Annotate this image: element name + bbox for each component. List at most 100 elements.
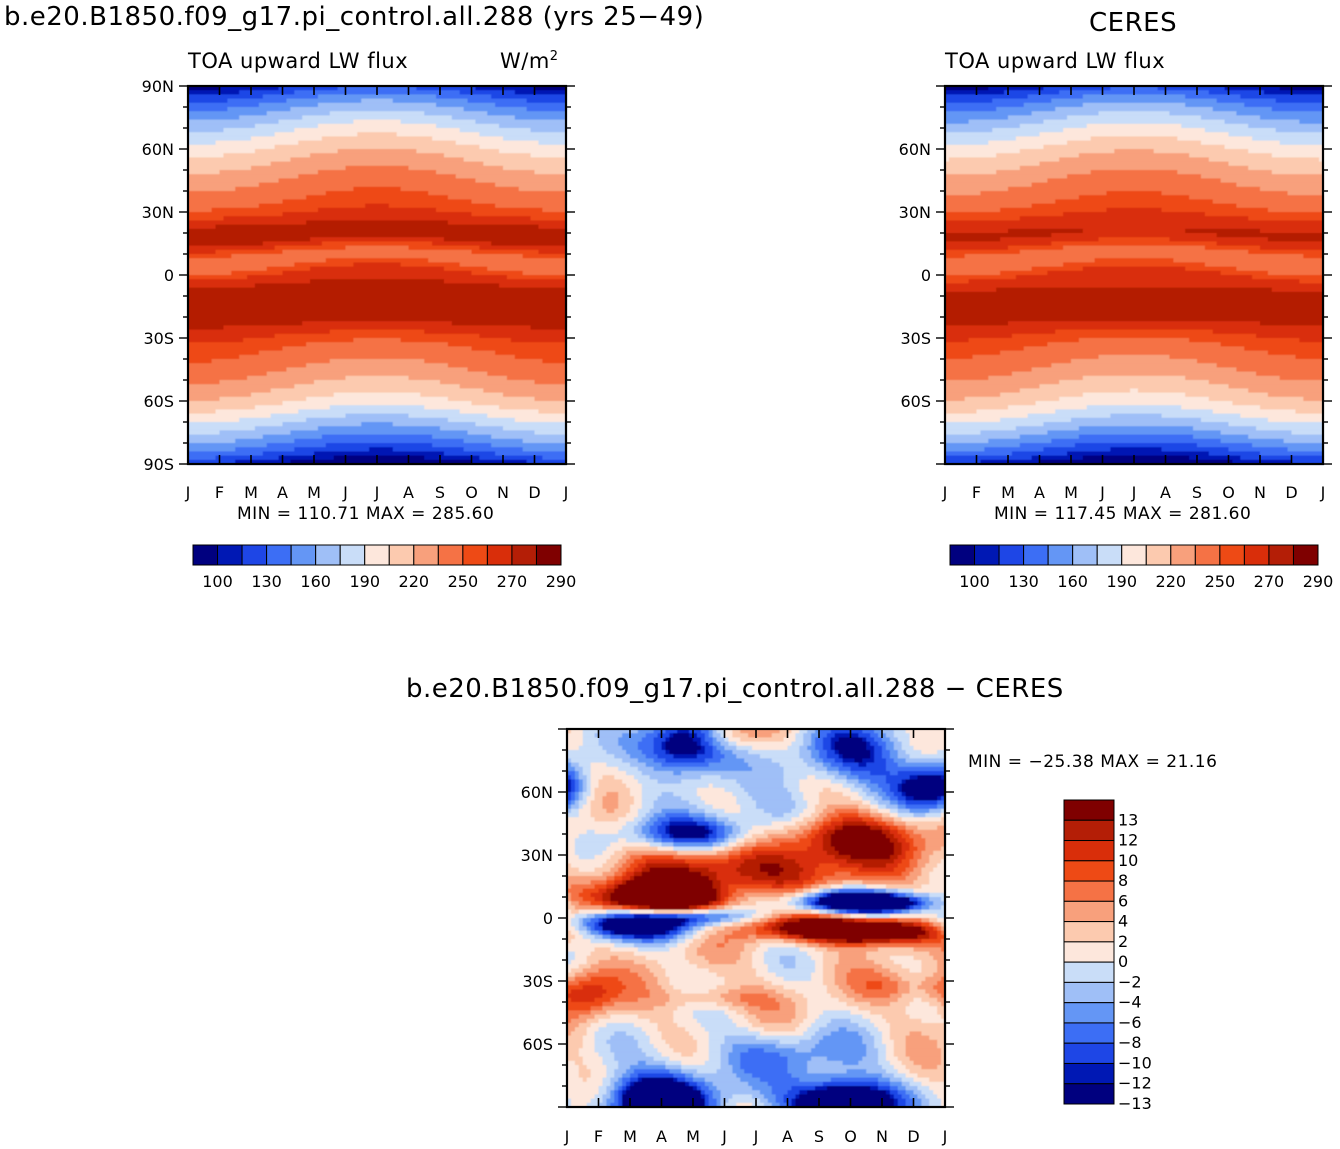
difference-cell bbox=[657, 981, 670, 986]
ceres-cell bbox=[945, 249, 1021, 255]
ceres-cell bbox=[1106, 207, 1163, 213]
difference-cell bbox=[803, 817, 816, 822]
model-cell bbox=[258, 203, 366, 209]
difference-cell bbox=[929, 855, 946, 860]
model-cell bbox=[188, 325, 225, 331]
difference-cell bbox=[693, 1086, 698, 1091]
difference-cell bbox=[567, 1052, 580, 1058]
difference-cell bbox=[716, 888, 722, 894]
difference-cell bbox=[874, 750, 883, 755]
ceres-cell bbox=[1157, 86, 1226, 91]
difference-cell bbox=[752, 922, 765, 927]
difference-cell bbox=[779, 762, 808, 768]
difference-plot-title: b.e20.B1850.f09_g17.pi_control.all.288 −… bbox=[406, 674, 1064, 704]
difference-cell bbox=[586, 796, 596, 801]
difference-cell bbox=[787, 1090, 800, 1095]
model-cell bbox=[262, 94, 319, 100]
model-cell bbox=[219, 170, 319, 175]
difference-cell bbox=[740, 901, 757, 906]
ceres-cell bbox=[996, 153, 1080, 158]
difference-cell bbox=[618, 1065, 631, 1070]
difference-cell bbox=[878, 1027, 891, 1032]
difference-cell bbox=[720, 1060, 730, 1066]
model-cell bbox=[188, 359, 213, 364]
difference-cell bbox=[704, 1102, 710, 1108]
difference-cell bbox=[874, 758, 887, 764]
difference-cell bbox=[842, 817, 863, 822]
ceres-cell bbox=[945, 430, 982, 436]
difference-cell bbox=[905, 825, 919, 831]
difference-cell bbox=[811, 829, 820, 835]
difference-cell bbox=[933, 1090, 946, 1095]
difference-cell bbox=[862, 796, 875, 801]
model-cell bbox=[294, 262, 354, 268]
difference-cell bbox=[677, 943, 690, 948]
ceres-colorbar-label: 290 bbox=[1303, 572, 1334, 591]
difference-cell bbox=[614, 1056, 655, 1062]
difference-cell bbox=[582, 766, 592, 772]
difference-cell bbox=[590, 880, 607, 885]
difference-cell bbox=[740, 783, 785, 789]
model-cell bbox=[188, 333, 276, 339]
difference-cell bbox=[681, 989, 710, 995]
difference-cell bbox=[637, 741, 655, 747]
difference-cell bbox=[578, 775, 588, 780]
model-cell bbox=[314, 380, 441, 385]
difference-cell bbox=[645, 1031, 663, 1037]
ceres-cell bbox=[945, 384, 1041, 389]
difference-cell bbox=[606, 1102, 611, 1108]
difference-cell bbox=[905, 855, 915, 860]
difference-cell bbox=[748, 934, 757, 940]
difference-cell bbox=[819, 796, 852, 801]
difference-cell bbox=[630, 754, 647, 759]
difference-cell bbox=[921, 1098, 930, 1104]
model-cell bbox=[314, 451, 445, 457]
difference-cell bbox=[862, 1039, 875, 1045]
difference-cell bbox=[657, 1048, 674, 1053]
model-cell bbox=[302, 321, 453, 326]
difference-cell bbox=[641, 871, 702, 877]
difference-cell bbox=[720, 1102, 726, 1108]
model-cell bbox=[254, 283, 500, 289]
model-cell bbox=[262, 434, 323, 440]
difference-cell bbox=[567, 1023, 580, 1028]
difference-cell bbox=[574, 951, 592, 957]
difference-cell bbox=[606, 1090, 611, 1095]
difference-cell bbox=[618, 804, 631, 810]
difference-cell bbox=[941, 1002, 946, 1007]
difference-cell bbox=[882, 825, 891, 831]
difference-cell bbox=[606, 1039, 639, 1045]
difference-cell bbox=[937, 825, 946, 831]
difference-cell bbox=[606, 1065, 619, 1070]
difference-cell bbox=[645, 863, 690, 869]
difference-cell bbox=[846, 939, 863, 944]
difference-cell bbox=[567, 1014, 580, 1020]
difference-cell bbox=[933, 985, 946, 990]
model-cell bbox=[436, 207, 543, 213]
difference-cell bbox=[795, 834, 808, 839]
difference-cell bbox=[677, 934, 686, 940]
difference-colorbar-swatch bbox=[1063, 1002, 1115, 1024]
difference-cell bbox=[716, 905, 726, 911]
difference-cell bbox=[834, 825, 844, 831]
model-cell bbox=[274, 132, 358, 137]
difference-cell bbox=[720, 1065, 733, 1070]
difference-cell bbox=[728, 892, 733, 898]
difference-cell bbox=[901, 993, 930, 999]
difference-cell bbox=[921, 997, 938, 1003]
model-cell bbox=[282, 270, 473, 276]
difference-cell bbox=[602, 1081, 611, 1087]
model-cell bbox=[471, 346, 567, 352]
difference-cell bbox=[728, 1052, 741, 1058]
difference-cell bbox=[834, 964, 883, 969]
model-cell bbox=[188, 262, 295, 268]
difference-cell bbox=[696, 821, 710, 827]
difference-cell bbox=[720, 842, 730, 848]
ceres-cell bbox=[1295, 409, 1324, 415]
difference-cell bbox=[771, 1090, 789, 1095]
difference-cell bbox=[602, 775, 615, 780]
difference-cell bbox=[901, 846, 911, 852]
difference-cell bbox=[567, 951, 576, 957]
difference-cell bbox=[570, 997, 596, 1003]
difference-cell bbox=[830, 993, 848, 999]
